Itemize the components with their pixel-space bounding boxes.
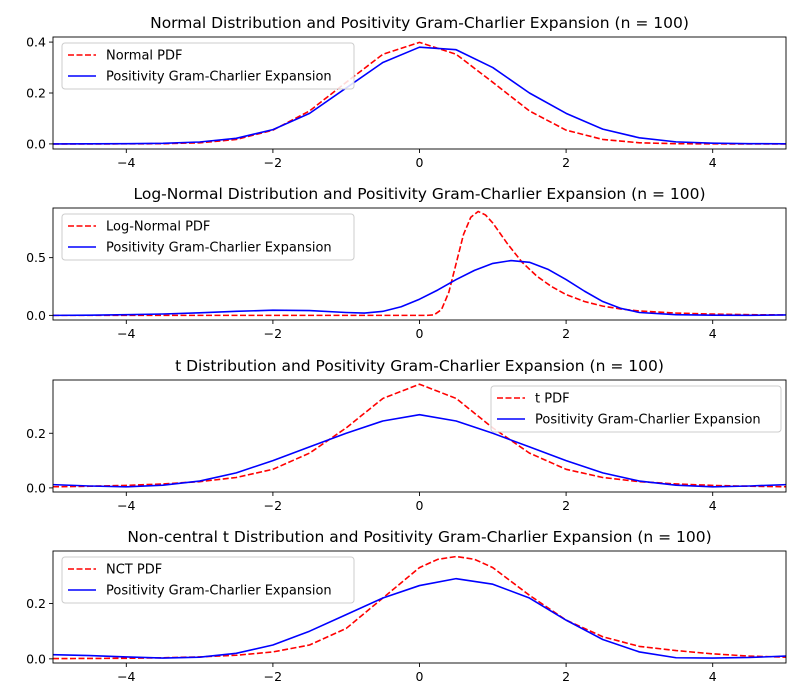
x-tick-label: −4 [117, 326, 135, 341]
chart-panel-1: Normal Distribution and Positivity Gram-… [26, 14, 787, 170]
y-tick-label: 0.0 [26, 136, 46, 151]
y-tick-label: 0.0 [26, 308, 46, 323]
chart-title: Non-central t Distribution and Positivit… [127, 528, 711, 546]
legend-box [61, 213, 355, 261]
y-tick-label: 0.5 [26, 250, 46, 265]
x-tick-label: 4 [709, 155, 717, 170]
legend-label: Log-Normal PDF [106, 220, 210, 235]
x-tick-label: 0 [416, 498, 424, 513]
legend: Log-Normal PDF Positivity Gram-Charlier E… [61, 213, 355, 261]
series-line-gram-charlier [53, 577, 786, 659]
legend-label: NCT PDF [106, 563, 162, 578]
y-tick-label: 0.2 [26, 596, 46, 611]
y-tick-label: 0.4 [26, 35, 46, 50]
chart-title: t Distribution and Positivity Gram-Charl… [175, 357, 664, 375]
x-tick-label: −2 [264, 498, 282, 513]
series-line-gram-charlier [53, 46, 786, 145]
y-tick-label: 0.2 [26, 86, 46, 101]
y-tick-label: 0.0 [26, 480, 46, 495]
x-tick-label: −2 [264, 669, 282, 684]
y-tick-label: 0.2 [26, 426, 46, 441]
x-tick-label: −2 [264, 326, 282, 341]
legend-label: Normal PDF [106, 49, 183, 64]
chart-title: Normal Distribution and Positivity Gram-… [150, 14, 689, 32]
x-tick-label: −4 [117, 498, 135, 513]
x-tick-label: 4 [709, 669, 717, 684]
legend: t PDF Positivity Gram-Charlier Expansion [490, 385, 782, 433]
x-tick-label: 0 [416, 326, 424, 341]
x-tick-label: −2 [264, 155, 282, 170]
legend-box [61, 556, 355, 604]
series-line-gram-charlier [53, 413, 786, 488]
x-tick-label: −4 [117, 155, 135, 170]
x-tick-label: 2 [562, 498, 570, 513]
legend-box [490, 385, 782, 433]
series-line-gram-charlier [53, 259, 786, 317]
series-line-pdf [53, 555, 786, 660]
chart-panel-4: Non-central t Distribution and Positivit… [26, 528, 787, 684]
chart-panel-3: t Distribution and Positivity Gram-Charl… [26, 357, 787, 513]
legend-label: Positivity Gram-Charlier Expansion [106, 584, 332, 599]
x-tick-label: 0 [416, 155, 424, 170]
x-tick-label: 2 [562, 155, 570, 170]
x-tick-label: 2 [562, 326, 570, 341]
x-tick-label: 2 [562, 669, 570, 684]
legend-label: Positivity Gram-Charlier Expansion [106, 241, 332, 256]
x-tick-label: 4 [709, 498, 717, 513]
x-tick-label: 0 [416, 669, 424, 684]
legend-box [61, 42, 355, 90]
x-tick-label: −4 [117, 669, 135, 684]
y-tick-label: 0.0 [26, 651, 46, 666]
legend-label: Positivity Gram-Charlier Expansion [106, 70, 332, 85]
legend-label: t PDF [535, 392, 570, 407]
chart-panel-2: Log-Normal Distribution and Positivity G… [26, 185, 787, 341]
chart-title: Log-Normal Distribution and Positivity G… [133, 185, 705, 203]
legend-label: Positivity Gram-Charlier Expansion [535, 413, 761, 428]
legend: NCT PDF Positivity Gram-Charlier Expansio… [61, 556, 355, 604]
x-tick-label: 4 [709, 326, 717, 341]
legend: Normal PDF Positivity Gram-Charlier Expan… [61, 42, 355, 90]
